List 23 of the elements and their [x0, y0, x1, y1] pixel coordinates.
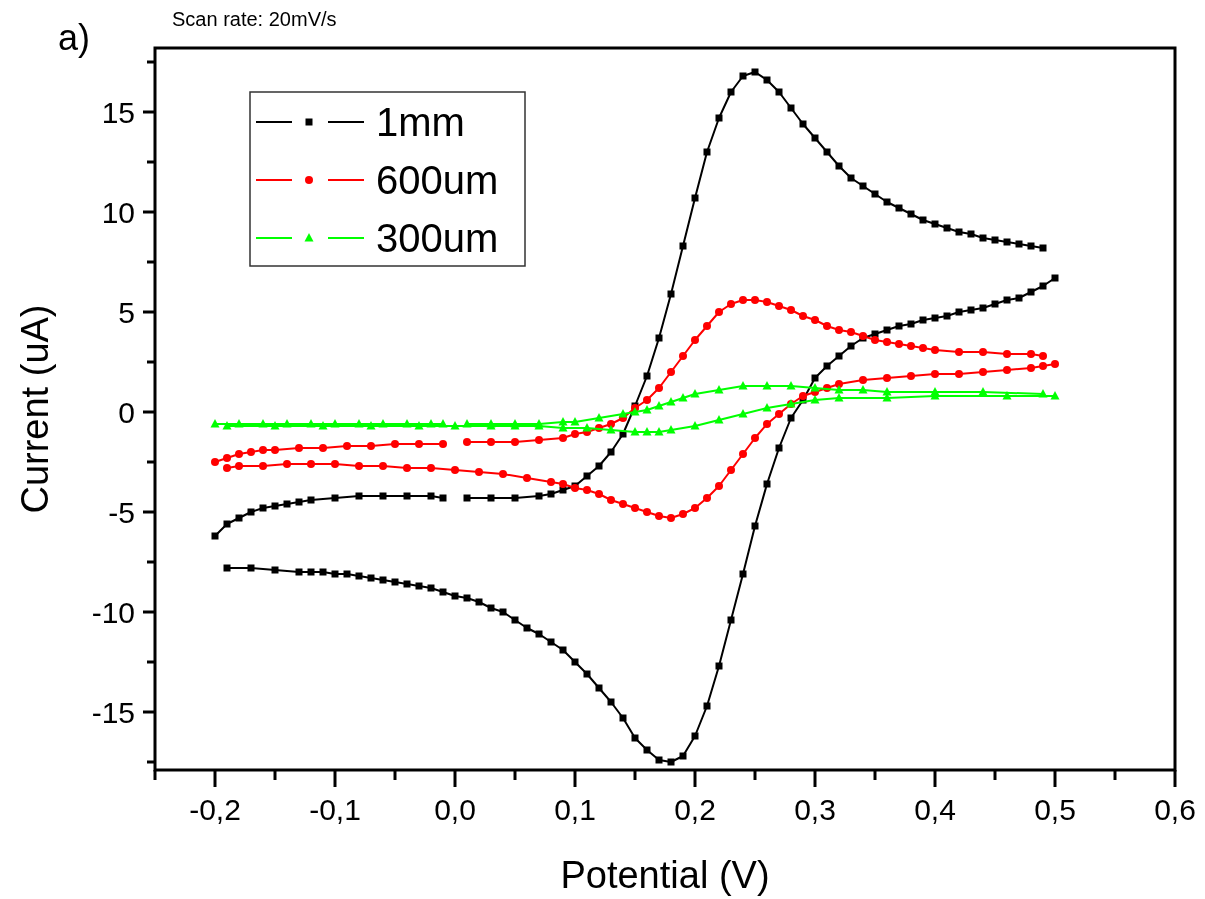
y-tick-label: 0 [118, 395, 135, 429]
x-tick-label: 0,5 [1034, 793, 1076, 826]
legend-label: 600um [376, 158, 499, 203]
y-tick-label: -5 [108, 495, 135, 529]
x-tick-label: 0,2 [674, 793, 716, 826]
x-tick-label: 0,4 [914, 793, 956, 826]
y-tick-label: -10 [91, 595, 135, 629]
text: a) [58, 17, 91, 58]
y-tick-label: 5 [118, 295, 135, 329]
x-tick-label: -0,2 [189, 793, 241, 826]
x-axis-title: Potential (V) [560, 854, 770, 896]
x-tick-label: 0,1 [554, 793, 596, 826]
y-tick-label: 10 [101, 195, 135, 229]
x-tick-label: -0,1 [309, 793, 361, 826]
y-tick-label: -15 [91, 695, 135, 729]
chart-title: Scan rate: 20mV/s [172, 8, 337, 30]
x-tick-label: 0,0 [434, 793, 476, 826]
x-tick-label: 0,6 [1154, 793, 1196, 826]
y-axis-title: Current (uA) [14, 304, 56, 514]
y-tick-label: 15 [101, 95, 135, 129]
legend-label: 1mm [376, 100, 465, 145]
x-tick-label: 0,3 [794, 793, 836, 826]
legend-label: 300um [376, 216, 499, 261]
